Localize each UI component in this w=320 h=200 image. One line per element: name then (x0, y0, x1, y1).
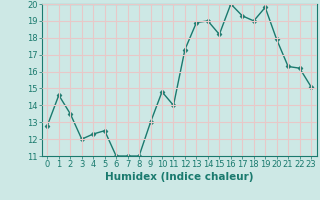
X-axis label: Humidex (Indice chaleur): Humidex (Indice chaleur) (105, 172, 253, 182)
